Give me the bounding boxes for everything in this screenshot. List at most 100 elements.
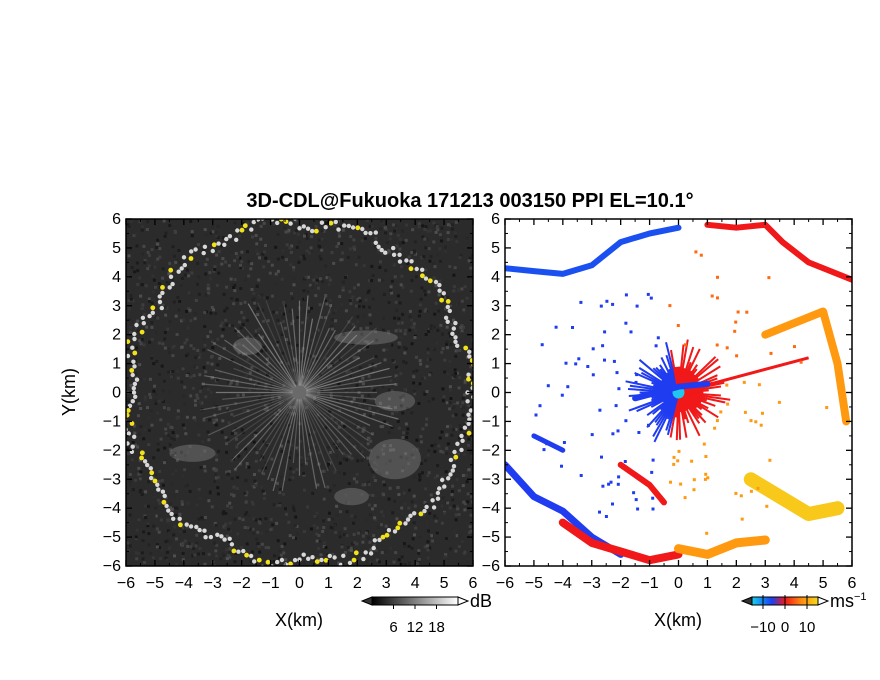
echo-ray (214, 369, 300, 394)
noise-speckle (197, 517, 201, 521)
noise-speckle (434, 519, 438, 523)
noise-speckle (329, 392, 333, 396)
noise-speckle (359, 366, 362, 370)
noise-speckle (413, 504, 417, 508)
noise-speckle (462, 308, 466, 312)
x-tick-label: −5 (146, 575, 164, 592)
noise-speckle (242, 222, 246, 225)
velocity-pixel (825, 406, 829, 409)
noise-speckle (297, 351, 301, 355)
noise-speckle (283, 326, 287, 330)
noise-speckle (181, 318, 185, 322)
ring-high-echo (152, 478, 158, 484)
noise-speckle (247, 530, 251, 534)
noise-speckle (401, 411, 405, 415)
noise-speckle (230, 283, 234, 287)
noise-speckle (325, 276, 329, 280)
noise-speckle (240, 260, 244, 264)
noise-speckle (174, 469, 178, 473)
noise-speckle (305, 230, 309, 234)
noise-speckle (385, 241, 389, 245)
noise-speckle (321, 280, 325, 283)
noise-speckle (153, 533, 157, 537)
noise-speckle (310, 306, 313, 310)
noise-speckle (460, 422, 464, 426)
noise-speckle (329, 364, 333, 368)
noise-speckle (214, 230, 218, 234)
noise-speckle (451, 406, 455, 410)
noise-speckle (233, 517, 237, 521)
noise-speckle (428, 511, 432, 515)
echo-ray (298, 392, 335, 454)
noise-speckle (225, 323, 229, 327)
noise-speckle (256, 304, 260, 308)
noise-speckle (228, 382, 232, 386)
noise-speckle (176, 369, 180, 373)
noise-speckle (228, 555, 232, 559)
echo-ray (247, 303, 301, 393)
noise-speckle (322, 526, 326, 530)
noise-speckle (439, 323, 443, 327)
noise-speckle (363, 399, 367, 403)
noise-speckle (417, 222, 421, 226)
ring-echo (222, 242, 227, 247)
noise-speckle (135, 528, 139, 532)
noise-speckle (179, 527, 183, 531)
noise-speckle (265, 408, 269, 412)
noise-speckle (410, 278, 414, 282)
noise-speckle (155, 527, 159, 531)
noise-speckle (268, 371, 272, 375)
noise-speckle (262, 443, 266, 447)
y-tick-label: −3 (482, 471, 500, 488)
echo-ray (204, 375, 300, 394)
noise-speckle (415, 384, 419, 388)
noise-speckle (251, 298, 255, 302)
noise-speckle (452, 318, 455, 322)
noise-speckle (252, 310, 256, 314)
noise-speckle (143, 261, 147, 265)
velocity-pixel (534, 413, 538, 417)
noise-speckle (129, 425, 133, 429)
noise-speckle (143, 259, 147, 263)
velocity-pixel (624, 321, 628, 325)
noise-speckle (137, 414, 140, 418)
noise-speckle (292, 283, 296, 287)
echo-ray (299, 391, 374, 436)
noise-speckle (258, 392, 262, 396)
noise-speckle (391, 358, 395, 362)
noise-speckle (195, 354, 199, 358)
velocity-pixel (636, 507, 640, 511)
noise-speckle (232, 485, 236, 489)
noise-speckle (279, 475, 283, 479)
noise-speckle (305, 462, 308, 466)
noise-speckle (150, 338, 154, 341)
noise-speckle (266, 362, 270, 366)
noise-speckle (189, 319, 193, 323)
noise-speckle (153, 265, 157, 269)
velocity-pixel (769, 351, 773, 355)
noise-speckle (358, 431, 362, 435)
noise-speckle (246, 526, 250, 530)
noise-speckle (202, 338, 206, 342)
noise-speckle (157, 546, 161, 549)
echo-patch (368, 438, 421, 480)
ring-high-echo (283, 219, 289, 225)
noise-speckle (371, 470, 375, 474)
noise-speckle (373, 364, 377, 368)
noise-speckle (175, 458, 179, 462)
noise-speckle (241, 323, 245, 326)
noise-speckle (407, 506, 411, 510)
ring-echo (126, 353, 131, 359)
noise-speckle (221, 257, 225, 261)
noise-speckle (373, 479, 377, 482)
noise-speckle (365, 530, 369, 533)
noise-speckle (147, 480, 151, 484)
velocity-pixel (617, 387, 621, 391)
noise-speckle (245, 221, 249, 225)
ring-echo (179, 266, 184, 271)
ring-echo (468, 408, 473, 413)
noise-speckle (284, 512, 288, 516)
noise-speckle (260, 335, 264, 339)
noise-speckle (356, 356, 360, 359)
noise-speckle (139, 407, 143, 410)
